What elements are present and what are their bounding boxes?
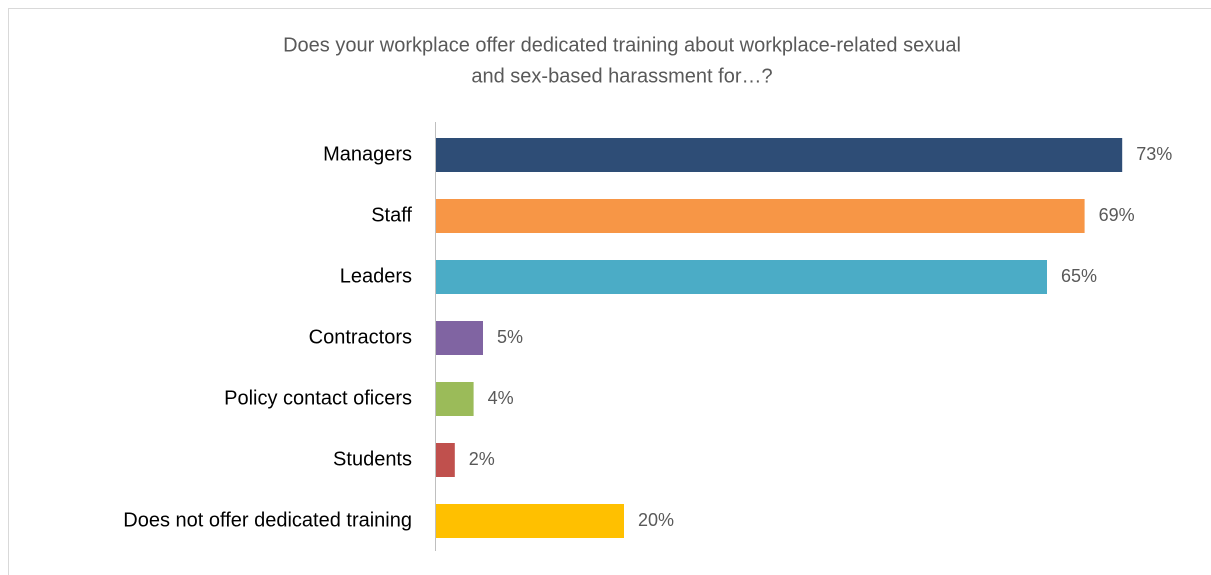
bar xyxy=(436,504,624,538)
bar xyxy=(436,260,1047,294)
category-label: Leaders xyxy=(340,265,412,287)
category-label: Contractors xyxy=(309,326,412,348)
value-label: 69% xyxy=(1099,205,1135,225)
value-label: 65% xyxy=(1061,266,1097,286)
bar xyxy=(436,443,455,477)
category-label: Does not offer dedicated training xyxy=(123,509,412,531)
chart-title: and sex-based harassment for…? xyxy=(471,65,772,87)
bar xyxy=(436,138,1123,172)
category-label: Policy contact oficers xyxy=(224,387,412,409)
value-label: 4% xyxy=(488,388,514,408)
value-label: 73% xyxy=(1136,144,1172,164)
bar xyxy=(436,199,1085,233)
category-label: Staff xyxy=(371,204,412,226)
value-label: 5% xyxy=(497,327,523,347)
value-label: 20% xyxy=(638,510,674,530)
value-label: 2% xyxy=(469,449,495,469)
chart-title: Does your workplace offer dedicated trai… xyxy=(283,34,961,56)
category-label: Students xyxy=(333,448,412,470)
bar xyxy=(436,382,474,416)
bar xyxy=(436,321,483,355)
category-label: Managers xyxy=(323,143,412,165)
chart-border xyxy=(8,8,1211,575)
